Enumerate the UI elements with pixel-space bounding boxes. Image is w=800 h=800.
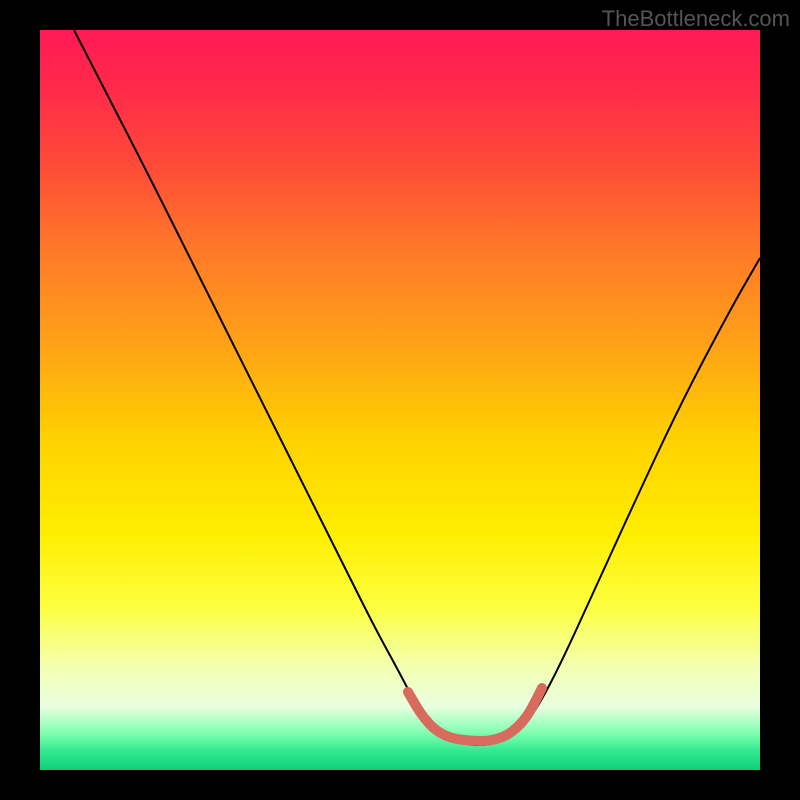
plot-background [40, 30, 760, 770]
chart-container: TheBottleneck.com [0, 0, 800, 800]
bottleneck-curve-chart [0, 0, 800, 800]
watermark-text: TheBottleneck.com [602, 6, 790, 32]
